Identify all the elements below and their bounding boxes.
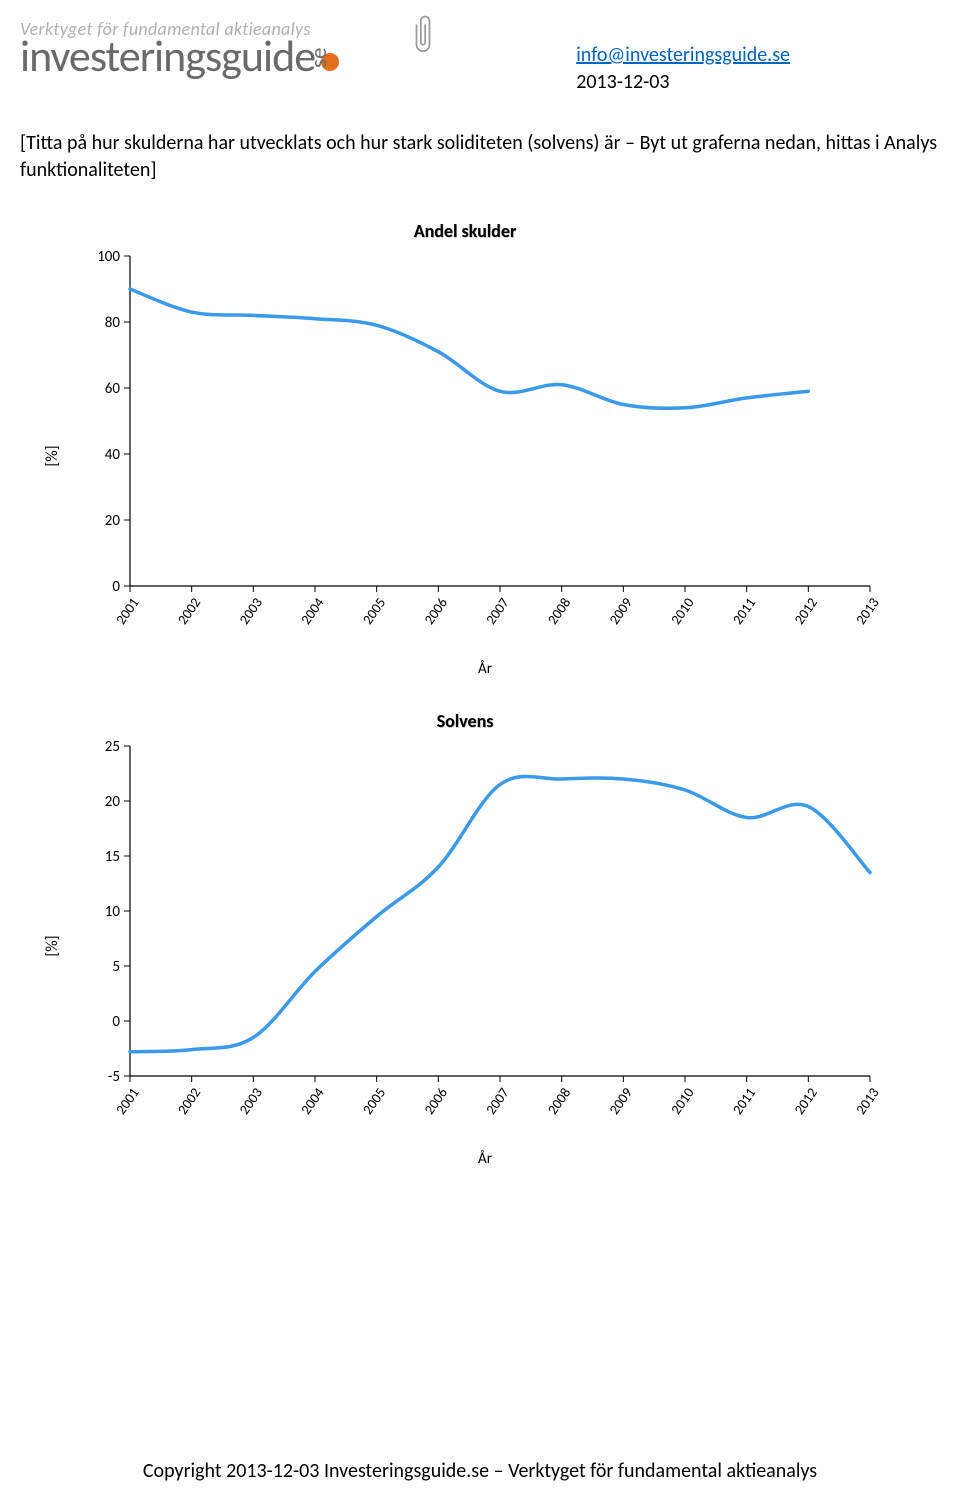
contact-email-link[interactable]: info@investeringsguide.se <box>576 43 790 67</box>
svg-text:2010: 2010 <box>667 595 697 628</box>
svg-text:2001: 2001 <box>112 1085 142 1118</box>
svg-text:40: 40 <box>105 446 121 464</box>
brand-word: investeringsguide <box>20 34 315 78</box>
svg-text:2007: 2007 <box>482 595 512 628</box>
y-axis-label: [%] <box>43 935 62 956</box>
svg-text:2007: 2007 <box>482 1085 512 1118</box>
svg-text:2003: 2003 <box>236 1085 266 1118</box>
document-date: 2013-12-03 <box>576 70 669 94</box>
svg-text:2012: 2012 <box>791 1085 821 1118</box>
page-header: Verktyget för fundamental aktieanalys in… <box>20 18 940 108</box>
svg-text:2005: 2005 <box>359 1085 389 1118</box>
svg-text:5: 5 <box>112 958 120 976</box>
svg-text:2009: 2009 <box>606 1085 636 1118</box>
svg-text:2006: 2006 <box>421 1085 451 1118</box>
x-axis-label: År <box>478 660 492 678</box>
svg-text:2008: 2008 <box>544 595 574 628</box>
svg-text:10: 10 <box>105 903 121 921</box>
chart-title: Solvens <box>80 710 850 732</box>
y-axis-label: [%] <box>43 445 62 466</box>
brand-logo: Verktyget för fundamental aktieanalys in… <box>20 18 360 78</box>
paperclip-icon <box>410 14 440 64</box>
svg-text:2011: 2011 <box>729 595 759 628</box>
chart-plot-area: [%] -50510152025200120022003200420052006… <box>80 736 890 1156</box>
svg-text:2002: 2002 <box>174 595 204 628</box>
svg-text:2012: 2012 <box>791 595 821 628</box>
svg-text:20: 20 <box>105 512 121 530</box>
chart-solvens: Solvens [%] -505101520252001200220032004… <box>80 710 890 1156</box>
svg-text:60: 60 <box>105 380 121 398</box>
svg-text:2013: 2013 <box>852 1085 882 1118</box>
chart-svg: 0 20 40 60 80 100 2001 2002 2003 2004 2005 2006 2007… <box>80 246 890 666</box>
svg-text:25: 25 <box>105 738 120 756</box>
brand-row: investeringsguide se <box>20 34 360 78</box>
intro-text: [Titta på hur skulderna har utvecklats o… <box>20 130 940 184</box>
svg-text:0: 0 <box>112 1013 120 1031</box>
svg-text:2004: 2004 <box>297 1085 327 1118</box>
chart-title: Andel skulder <box>80 220 850 242</box>
svg-text:2009: 2009 <box>606 595 636 628</box>
svg-text:2002: 2002 <box>174 1085 204 1118</box>
svg-text:2001: 2001 <box>112 595 142 628</box>
svg-text:2013: 2013 <box>852 595 882 628</box>
svg-text:2003: 2003 <box>236 595 266 628</box>
svg-text:20: 20 <box>105 793 121 811</box>
svg-text:-5: -5 <box>108 1068 120 1086</box>
svg-text:0: 0 <box>112 578 120 596</box>
svg-text:15: 15 <box>105 848 120 866</box>
brand-suffix: se <box>305 48 333 68</box>
chart-svg: -5 0 5 10 15 20 25 2001 2002 2003 2004 2005 2006 2007… <box>80 736 890 1156</box>
page: Verktyget för fundamental aktieanalys in… <box>0 0 960 1509</box>
svg-text:2005: 2005 <box>359 595 389 628</box>
svg-text:80: 80 <box>105 314 121 332</box>
svg-text:2006: 2006 <box>421 595 451 628</box>
chart-plot-area: [%] 020406080100200120022003200420052006… <box>80 246 890 666</box>
x-axis-label: År <box>478 1150 492 1168</box>
header-meta: info@investeringsguide.se 2013-12-03 <box>576 42 790 96</box>
svg-text:2008: 2008 <box>544 1085 574 1118</box>
svg-text:100: 100 <box>97 248 120 266</box>
page-footer: Copyright 2013-12-03 Investeringsguide.s… <box>0 1459 960 1483</box>
svg-text:2011: 2011 <box>729 1085 759 1118</box>
chart-andel-skulder: Andel skulder [%] 0204060801002001200220… <box>80 220 890 666</box>
svg-text:2010: 2010 <box>667 1085 697 1118</box>
svg-text:2004: 2004 <box>297 595 327 628</box>
